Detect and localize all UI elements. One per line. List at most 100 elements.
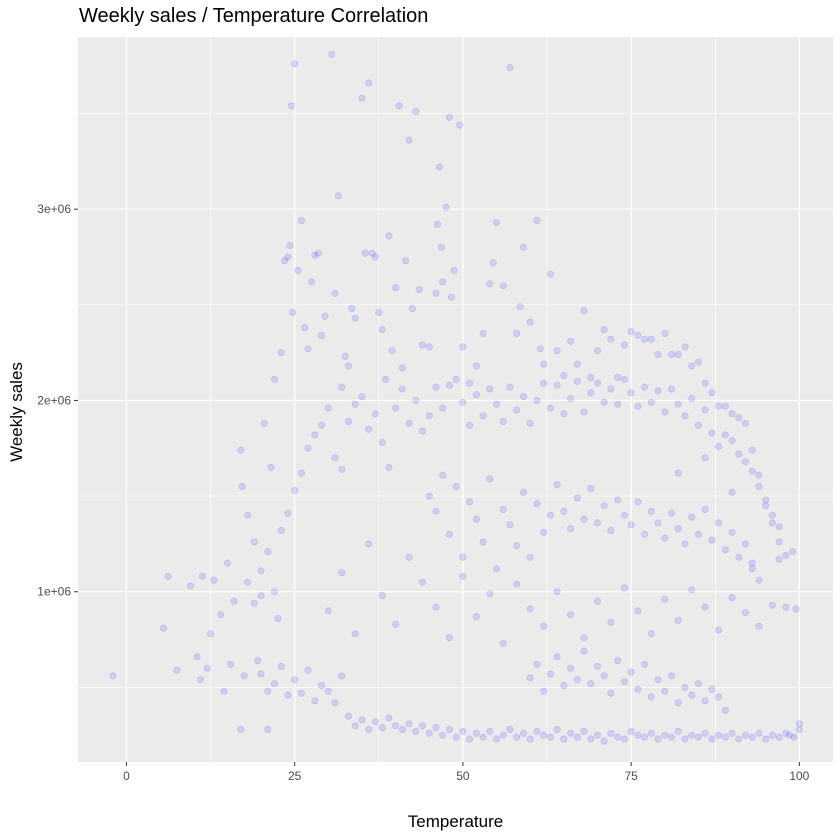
data-point: [425, 492, 433, 500]
data-point: [681, 343, 689, 351]
data-point: [499, 282, 507, 290]
data-point: [741, 540, 749, 548]
data-point: [173, 666, 181, 674]
data-point: [160, 624, 168, 632]
x-tick-label: 25: [288, 769, 302, 783]
data-point: [519, 729, 527, 737]
data-point: [795, 720, 803, 728]
data-point: [735, 450, 743, 458]
data-point: [634, 607, 642, 615]
data-point: [708, 735, 716, 743]
data-point: [486, 590, 494, 598]
data-point: [455, 121, 463, 129]
data-point: [331, 699, 339, 707]
data-point: [519, 488, 527, 496]
data-point: [674, 400, 682, 408]
data-point: [661, 408, 669, 416]
data-point: [694, 733, 702, 741]
data-point: [365, 425, 373, 433]
data-point: [688, 731, 696, 739]
data-point: [432, 724, 440, 732]
data-point: [291, 676, 299, 684]
data-point: [314, 249, 322, 257]
data-point: [634, 498, 642, 506]
data-point: [412, 396, 420, 404]
data-point: [728, 410, 736, 418]
data-point: [755, 729, 763, 737]
data-point: [768, 731, 776, 739]
data-point: [748, 733, 756, 741]
data-point: [405, 136, 413, 144]
data-point: [311, 251, 319, 259]
data-point: [445, 530, 453, 538]
data-point: [328, 50, 336, 58]
data-point: [472, 613, 480, 621]
data-point: [667, 385, 675, 393]
data-point: [694, 680, 702, 688]
data-point: [459, 343, 467, 351]
data-point: [674, 350, 682, 358]
data-point: [647, 335, 655, 343]
data-point: [721, 402, 729, 410]
data-point: [674, 699, 682, 707]
data-point: [667, 733, 675, 741]
data-point: [560, 410, 568, 418]
data-point: [580, 515, 588, 523]
data-point: [398, 725, 406, 733]
data-point: [402, 257, 410, 265]
data-point: [506, 383, 514, 391]
data-point: [486, 385, 494, 393]
data-point: [368, 249, 376, 257]
data-point: [304, 666, 312, 674]
data-point: [620, 584, 628, 592]
data-point: [250, 599, 258, 607]
data-point: [297, 689, 305, 697]
data-point: [338, 672, 346, 680]
data-point: [361, 249, 369, 257]
data-point: [341, 352, 349, 360]
data-point: [284, 691, 292, 699]
data-point: [257, 670, 265, 678]
y-axis-label: Weekly sales: [7, 362, 26, 462]
data-point: [607, 385, 615, 393]
data-point: [450, 266, 458, 274]
data-point: [499, 417, 507, 425]
data-point: [351, 400, 359, 408]
data-point: [489, 259, 497, 267]
data-point: [439, 404, 447, 412]
axis-ticks: 0 25 50 75 100 1e+06 2e+06 3e+06: [37, 202, 809, 783]
data-point: [600, 326, 608, 334]
data-point: [452, 482, 460, 490]
data-point: [580, 408, 588, 416]
data-point: [546, 670, 554, 678]
data-point: [197, 676, 205, 684]
data-point: [307, 278, 315, 286]
data-point: [331, 454, 339, 462]
data-point: [439, 731, 447, 739]
data-point: [526, 419, 534, 427]
data-point: [546, 511, 554, 519]
data-point: [688, 513, 696, 521]
data-point: [264, 725, 272, 733]
data-point: [318, 421, 326, 429]
data-point: [526, 553, 534, 561]
data-point: [533, 396, 541, 404]
data-point: [217, 611, 225, 619]
data-point: [321, 312, 329, 320]
data-point: [661, 595, 669, 603]
data-point: [708, 429, 716, 437]
data-point: [607, 526, 615, 534]
data-point: [567, 525, 575, 533]
data-point: [378, 724, 386, 732]
data-point: [755, 576, 763, 584]
y-tick-label: 2e+06: [37, 393, 71, 407]
data-point: [378, 438, 386, 446]
data-point: [392, 620, 400, 628]
data-point: [540, 687, 548, 695]
data-point: [492, 735, 500, 743]
data-point: [567, 664, 575, 672]
data-point: [371, 253, 379, 261]
data-point: [667, 350, 675, 358]
